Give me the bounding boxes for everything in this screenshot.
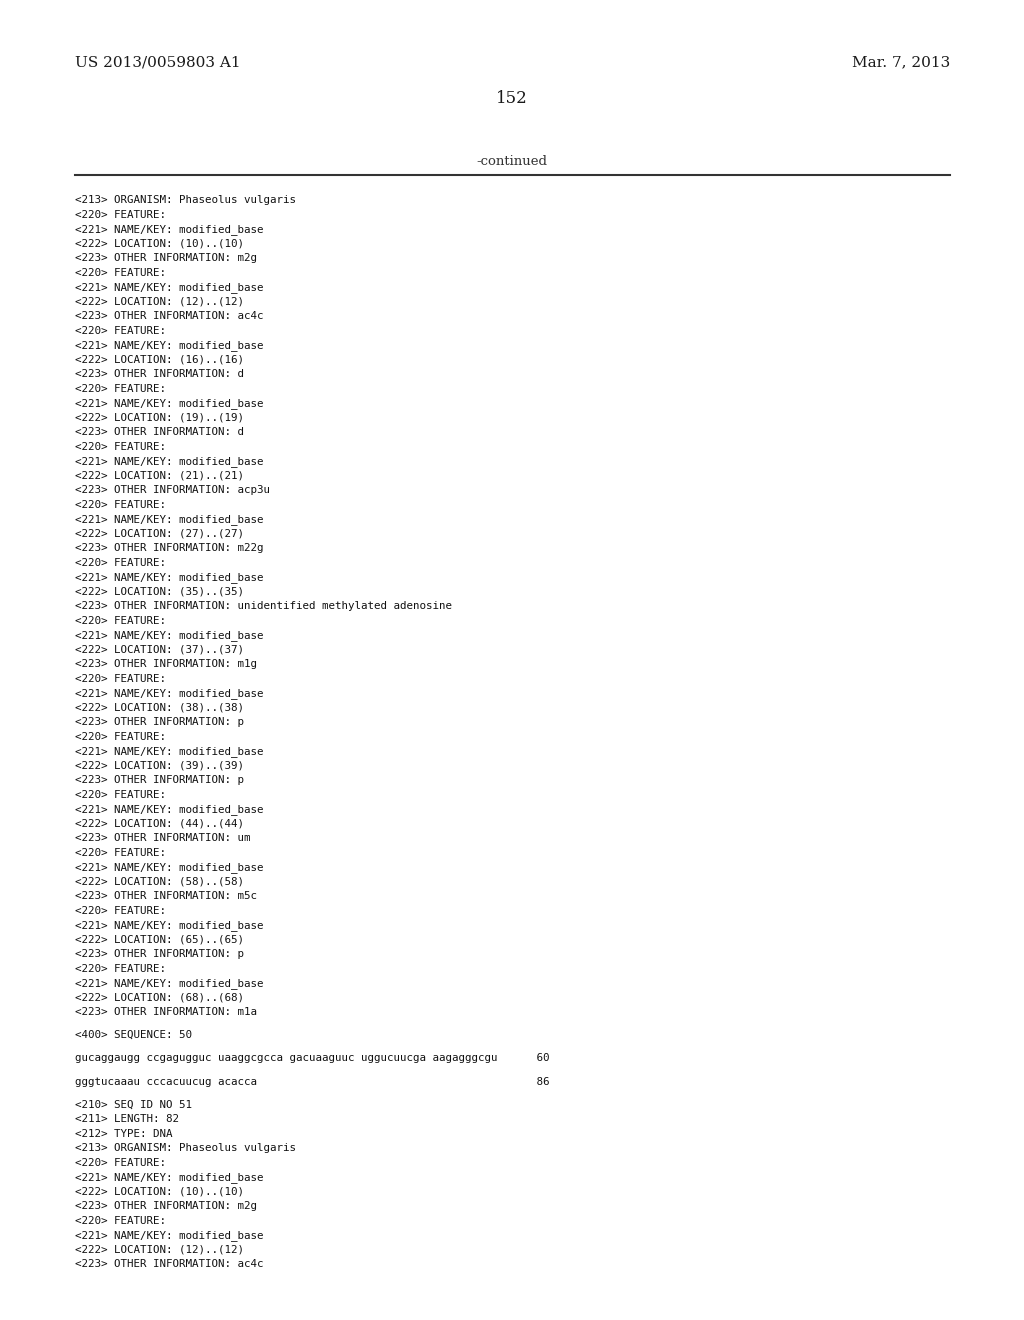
Text: <221> NAME/KEY: modified_base: <221> NAME/KEY: modified_base <box>75 978 263 989</box>
Text: <222> LOCATION: (35)..(35): <222> LOCATION: (35)..(35) <box>75 586 244 597</box>
Text: <223> OTHER INFORMATION: ac4c: <223> OTHER INFORMATION: ac4c <box>75 312 263 321</box>
Text: <222> LOCATION: (65)..(65): <222> LOCATION: (65)..(65) <box>75 935 244 945</box>
Text: <213> ORGANISM: Phaseolus vulgaris: <213> ORGANISM: Phaseolus vulgaris <box>75 1143 296 1154</box>
Text: <221> NAME/KEY: modified_base: <221> NAME/KEY: modified_base <box>75 399 263 409</box>
Text: <220> FEATURE:: <220> FEATURE: <box>75 441 166 451</box>
Text: <221> NAME/KEY: modified_base: <221> NAME/KEY: modified_base <box>75 341 263 351</box>
Text: <220> FEATURE:: <220> FEATURE: <box>75 326 166 335</box>
Text: <222> LOCATION: (39)..(39): <222> LOCATION: (39)..(39) <box>75 760 244 771</box>
Text: <223> OTHER INFORMATION: acp3u: <223> OTHER INFORMATION: acp3u <box>75 484 270 495</box>
Text: <222> LOCATION: (12)..(12): <222> LOCATION: (12)..(12) <box>75 297 244 306</box>
Text: <222> LOCATION: (12)..(12): <222> LOCATION: (12)..(12) <box>75 1245 244 1255</box>
Text: -continued: -continued <box>476 154 548 168</box>
Text: <223> OTHER INFORMATION: p: <223> OTHER INFORMATION: p <box>75 775 244 785</box>
Text: <223> OTHER INFORMATION: d: <223> OTHER INFORMATION: d <box>75 426 244 437</box>
Text: <221> NAME/KEY: modified_base: <221> NAME/KEY: modified_base <box>75 455 263 467</box>
Text: <222> LOCATION: (58)..(58): <222> LOCATION: (58)..(58) <box>75 876 244 887</box>
Text: <223> OTHER INFORMATION: unidentified methylated adenosine: <223> OTHER INFORMATION: unidentified me… <box>75 601 452 611</box>
Text: <220> FEATURE:: <220> FEATURE: <box>75 673 166 684</box>
Text: <221> NAME/KEY: modified_base: <221> NAME/KEY: modified_base <box>75 920 263 931</box>
Text: 152: 152 <box>496 90 528 107</box>
Text: <213> ORGANISM: Phaseolus vulgaris: <213> ORGANISM: Phaseolus vulgaris <box>75 195 296 205</box>
Text: <220> FEATURE:: <220> FEATURE: <box>75 1216 166 1226</box>
Text: <221> NAME/KEY: modified_base: <221> NAME/KEY: modified_base <box>75 862 263 873</box>
Text: <223> OTHER INFORMATION: m1g: <223> OTHER INFORMATION: m1g <box>75 659 257 669</box>
Text: <220> FEATURE:: <220> FEATURE: <box>75 964 166 974</box>
Text: <220> FEATURE:: <220> FEATURE: <box>75 384 166 393</box>
Text: <220> FEATURE:: <220> FEATURE: <box>75 1158 166 1168</box>
Text: <400> SEQUENCE: 50: <400> SEQUENCE: 50 <box>75 1030 193 1040</box>
Text: <221> NAME/KEY: modified_base: <221> NAME/KEY: modified_base <box>75 513 263 525</box>
Text: <222> LOCATION: (16)..(16): <222> LOCATION: (16)..(16) <box>75 355 244 364</box>
Text: gggtucaaau cccacuucug acacca                                           86: gggtucaaau cccacuucug acacca 86 <box>75 1077 550 1086</box>
Text: <223> OTHER INFORMATION: m22g: <223> OTHER INFORMATION: m22g <box>75 543 263 553</box>
Text: Mar. 7, 2013: Mar. 7, 2013 <box>852 55 950 69</box>
Text: <223> OTHER INFORMATION: um: <223> OTHER INFORMATION: um <box>75 833 251 843</box>
Text: <221> NAME/KEY: modified_base: <221> NAME/KEY: modified_base <box>75 1172 263 1183</box>
Text: <222> LOCATION: (10)..(10): <222> LOCATION: (10)..(10) <box>75 239 244 248</box>
Text: <220> FEATURE:: <220> FEATURE: <box>75 557 166 568</box>
Text: <212> TYPE: DNA: <212> TYPE: DNA <box>75 1129 172 1139</box>
Text: <220> FEATURE:: <220> FEATURE: <box>75 268 166 277</box>
Text: <220> FEATURE:: <220> FEATURE: <box>75 731 166 742</box>
Text: <220> FEATURE:: <220> FEATURE: <box>75 210 166 219</box>
Text: gucaggaugg ccgagugguc uaaggcgcca gacuaaguuc uggucuucga aagagggcgu      60: gucaggaugg ccgagugguc uaaggcgcca gacuaag… <box>75 1053 550 1064</box>
Text: <221> NAME/KEY: modified_base: <221> NAME/KEY: modified_base <box>75 224 263 235</box>
Text: <221> NAME/KEY: modified_base: <221> NAME/KEY: modified_base <box>75 688 263 698</box>
Text: <222> LOCATION: (37)..(37): <222> LOCATION: (37)..(37) <box>75 644 244 655</box>
Text: <222> LOCATION: (27)..(27): <222> LOCATION: (27)..(27) <box>75 528 244 539</box>
Text: <222> LOCATION: (38)..(38): <222> LOCATION: (38)..(38) <box>75 702 244 713</box>
Text: <222> LOCATION: (44)..(44): <222> LOCATION: (44)..(44) <box>75 818 244 829</box>
Text: <221> NAME/KEY: modified_base: <221> NAME/KEY: modified_base <box>75 630 263 642</box>
Text: <221> NAME/KEY: modified_base: <221> NAME/KEY: modified_base <box>75 1230 263 1241</box>
Text: <222> LOCATION: (21)..(21): <222> LOCATION: (21)..(21) <box>75 470 244 480</box>
Text: <222> LOCATION: (19)..(19): <222> LOCATION: (19)..(19) <box>75 412 244 422</box>
Text: <221> NAME/KEY: modified_base: <221> NAME/KEY: modified_base <box>75 804 263 814</box>
Text: <220> FEATURE:: <220> FEATURE: <box>75 789 166 800</box>
Text: <210> SEQ ID NO 51: <210> SEQ ID NO 51 <box>75 1100 193 1110</box>
Text: <221> NAME/KEY: modified_base: <221> NAME/KEY: modified_base <box>75 282 263 293</box>
Text: <223> OTHER INFORMATION: m1a: <223> OTHER INFORMATION: m1a <box>75 1007 257 1016</box>
Text: <223> OTHER INFORMATION: p: <223> OTHER INFORMATION: p <box>75 717 244 727</box>
Text: <220> FEATURE:: <220> FEATURE: <box>75 499 166 510</box>
Text: <222> LOCATION: (10)..(10): <222> LOCATION: (10)..(10) <box>75 1187 244 1197</box>
Text: <223> OTHER INFORMATION: m2g: <223> OTHER INFORMATION: m2g <box>75 253 257 263</box>
Text: <222> LOCATION: (68)..(68): <222> LOCATION: (68)..(68) <box>75 993 244 1002</box>
Text: <223> OTHER INFORMATION: m5c: <223> OTHER INFORMATION: m5c <box>75 891 257 902</box>
Text: <223> OTHER INFORMATION: ac4c: <223> OTHER INFORMATION: ac4c <box>75 1259 263 1270</box>
Text: <221> NAME/KEY: modified_base: <221> NAME/KEY: modified_base <box>75 572 263 583</box>
Text: <223> OTHER INFORMATION: p: <223> OTHER INFORMATION: p <box>75 949 244 960</box>
Text: <220> FEATURE:: <220> FEATURE: <box>75 615 166 626</box>
Text: <211> LENGTH: 82: <211> LENGTH: 82 <box>75 1114 179 1125</box>
Text: <220> FEATURE:: <220> FEATURE: <box>75 906 166 916</box>
Text: <220> FEATURE:: <220> FEATURE: <box>75 847 166 858</box>
Text: <223> OTHER INFORMATION: m2g: <223> OTHER INFORMATION: m2g <box>75 1201 257 1212</box>
Text: <221> NAME/KEY: modified_base: <221> NAME/KEY: modified_base <box>75 746 263 756</box>
Text: <223> OTHER INFORMATION: d: <223> OTHER INFORMATION: d <box>75 370 244 379</box>
Text: US 2013/0059803 A1: US 2013/0059803 A1 <box>75 55 241 69</box>
